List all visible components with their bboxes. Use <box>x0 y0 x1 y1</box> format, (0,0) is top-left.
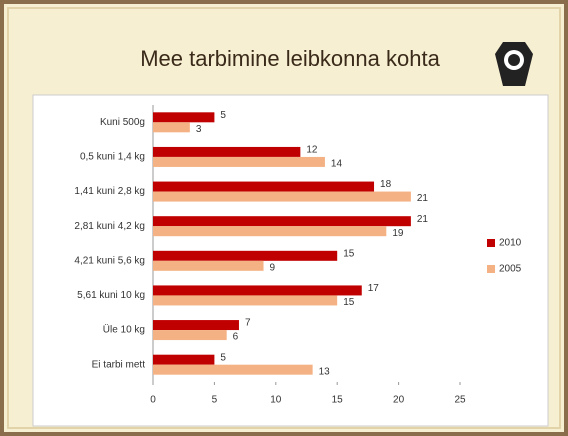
legend-swatch <box>487 265 495 273</box>
value-label: 7 <box>245 318 251 329</box>
x-tick-label: 25 <box>454 395 466 406</box>
value-label: 18 <box>380 179 392 190</box>
slide-inner-border <box>7 7 561 429</box>
bar <box>153 156 325 167</box>
value-label: 13 <box>319 366 331 377</box>
bar <box>153 122 190 133</box>
bar <box>153 320 239 331</box>
value-label: 9 <box>270 262 276 273</box>
chart-title: Mee tarbimine leibkonna kohta <box>140 46 440 71</box>
value-label: 3 <box>196 124 202 135</box>
y-tick-label: 5,61 kuni 10 kg <box>77 290 145 301</box>
x-tick-label: 0 <box>150 395 156 406</box>
value-label: 12 <box>306 145 318 156</box>
value-label: 15 <box>343 297 355 308</box>
value-label: 15 <box>343 248 355 259</box>
bar <box>153 216 411 227</box>
value-label: 6 <box>233 332 239 343</box>
bar <box>153 191 411 202</box>
bar <box>153 354 215 365</box>
bar <box>153 364 313 375</box>
y-tick-label: 1,41 kuni 2,8 kg <box>74 186 145 197</box>
bar <box>153 285 362 296</box>
legend-label: 2010 <box>499 238 522 249</box>
bar <box>153 146 301 157</box>
x-tick-label: 5 <box>212 395 218 406</box>
x-tick-label: 20 <box>393 395 405 406</box>
logo-center <box>508 54 520 66</box>
bar <box>153 112 215 123</box>
y-tick-label: 0,5 kuni 1,4 kg <box>80 152 145 163</box>
value-label: 17 <box>368 283 380 294</box>
value-label: 21 <box>417 214 429 225</box>
value-label: 14 <box>331 159 343 170</box>
y-tick-label: Kuni 500g <box>100 117 145 128</box>
legend-swatch <box>487 239 495 247</box>
y-tick-label: 4,21 kuni 5,6 kg <box>74 255 145 266</box>
value-label: 5 <box>220 352 226 363</box>
value-label: 5 <box>220 110 226 121</box>
bar <box>153 226 387 237</box>
bar <box>153 181 375 192</box>
y-tick-label: Üle 10 kg <box>103 324 145 336</box>
x-tick-label: 10 <box>270 395 282 406</box>
bar <box>153 250 338 261</box>
bar <box>153 260 264 271</box>
value-label: 19 <box>392 228 404 239</box>
y-tick-label: Ei tarbi mett <box>92 359 146 370</box>
bar <box>153 295 338 306</box>
bar <box>153 330 227 341</box>
logo <box>495 42 533 86</box>
value-label: 21 <box>417 193 429 204</box>
legend-label: 2005 <box>499 264 522 275</box>
x-tick-label: 15 <box>332 395 344 406</box>
y-tick-label: 2,81 kuni 4,2 kg <box>74 221 145 232</box>
